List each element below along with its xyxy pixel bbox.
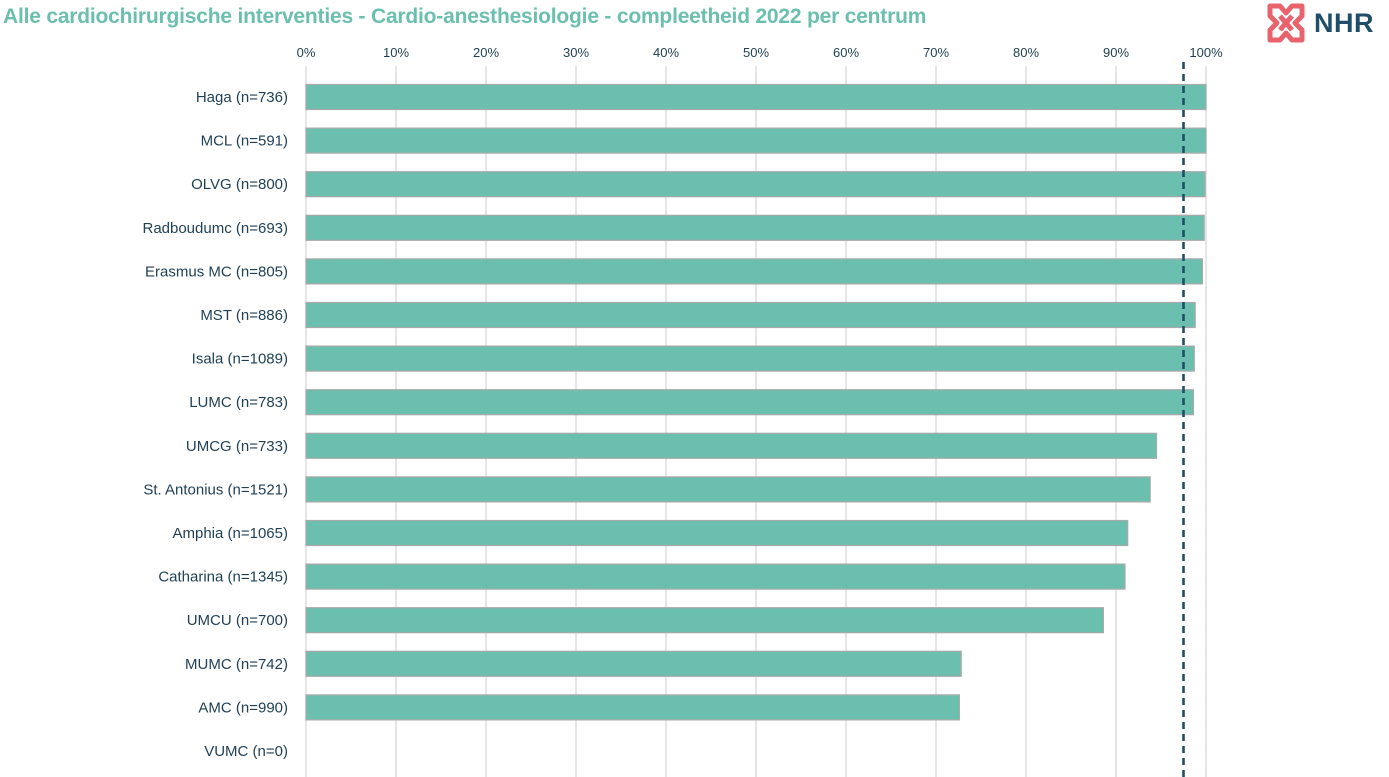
- bar: [305, 389, 1195, 416]
- cross-knot-icon: [1267, 3, 1305, 43]
- bar: [305, 607, 1105, 634]
- bar: [305, 83, 1207, 111]
- bar: [305, 650, 962, 677]
- bar: [305, 301, 1196, 329]
- category-label: MST (n=886): [200, 307, 288, 324]
- logo-text: NHR: [1314, 8, 1374, 38]
- x-tick-label: 80%: [1013, 45, 1039, 60]
- category-label: Radboudumc (n=693): [142, 220, 288, 237]
- x-tick-label: 0%: [297, 45, 316, 60]
- bar: [305, 694, 961, 721]
- bar: [305, 258, 1204, 285]
- category-label: VUMC (n=0): [204, 743, 288, 760]
- x-tick-label: 90%: [1103, 45, 1129, 60]
- category-label: UMCG (n=733): [186, 438, 288, 455]
- category-label: LUMC (n=783): [189, 394, 288, 411]
- category-label: MUMC (n=742): [185, 656, 288, 673]
- category-label: Isala (n=1089): [192, 351, 288, 368]
- x-tick-label: 20%: [473, 45, 499, 60]
- category-label: Catharina (n=1345): [158, 569, 288, 586]
- category-label: Erasmus MC (n=805): [145, 263, 288, 280]
- x-tick-label: 100%: [1189, 45, 1223, 60]
- bar: [305, 345, 1195, 372]
- bar: [305, 563, 1126, 590]
- bar: [305, 127, 1207, 154]
- category-label: Haga (n=736): [196, 89, 288, 106]
- category-label: OLVG (n=800): [191, 176, 288, 193]
- chart-title: Alle cardiochirurgische interventies - C…: [3, 5, 927, 28]
- bar: [305, 214, 1205, 241]
- bar: [305, 171, 1206, 198]
- bar: [305, 519, 1129, 547]
- x-tick-label: 40%: [653, 45, 679, 60]
- x-tick-label: 10%: [383, 45, 409, 60]
- x-tick-label: 60%: [833, 45, 859, 60]
- bar: [305, 432, 1158, 459]
- category-label: Amphia (n=1065): [173, 525, 289, 542]
- bar: [305, 476, 1151, 503]
- x-tick-label: 30%: [563, 45, 589, 60]
- nhr-logo: NHR: [1262, 0, 1388, 46]
- category-label: St. Antonius (n=1521): [143, 481, 288, 498]
- x-tick-label: 50%: [743, 45, 769, 60]
- category-label: AMC (n=990): [198, 699, 288, 716]
- category-label: UMCU (n=700): [187, 612, 288, 629]
- category-label: MCL (n=591): [201, 133, 288, 150]
- x-tick-label: 70%: [923, 45, 949, 60]
